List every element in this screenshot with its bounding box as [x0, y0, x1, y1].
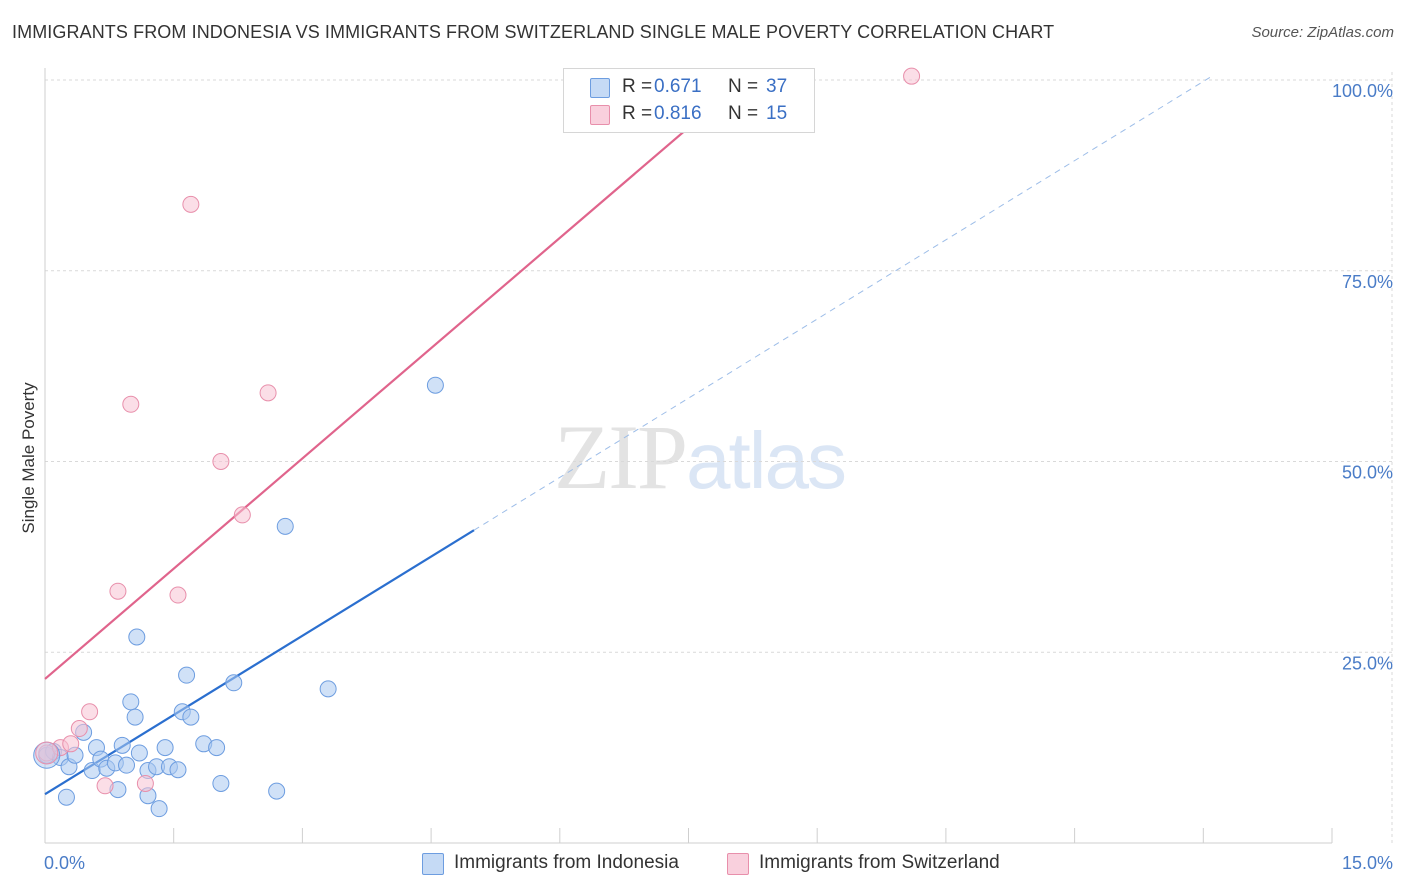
indonesia-point-13: [122, 693, 140, 711]
y-axis-label: Single Male Poverty: [19, 382, 38, 534]
label-layer: 25.0% 50.0% 75.0% 100.0% 0.0% 15.0% Single Mal…: [19, 81, 1393, 873]
switzerland-point-14: [62, 735, 80, 753]
indonesia-point-27: [208, 739, 226, 757]
indonesia-legend-label: Immigrants from Indonesia: [454, 852, 679, 873]
switzerland-swatch: [590, 105, 610, 125]
indonesia-point-33: [319, 680, 337, 698]
legend-r-value-indonesia: 0.671: [654, 76, 702, 97]
y-tick-label-100: 100.0%: [1332, 81, 1393, 101]
legend-n-value-indonesia: 37: [766, 76, 788, 97]
x-tick-label-15: 15.0%: [1342, 853, 1393, 873]
switzerland-cluster-point: [35, 741, 59, 765]
watermark: ZIPatlas: [554, 404, 847, 510]
watermark-atlas: atlas: [686, 416, 847, 505]
switzerland-point-2: [70, 720, 88, 738]
legend-r-value-switzerland: 0.816: [654, 103, 702, 124]
indonesia-point-34: [426, 376, 444, 394]
switzerland-point-9: [182, 195, 200, 213]
switzerland-legend-swatch: [727, 853, 749, 875]
indonesia-point-24: [178, 666, 196, 684]
switzerland-point-8: [169, 586, 187, 604]
source-credit: Source: ZipAtlas.com: [1251, 24, 1394, 41]
indonesia-point-15: [130, 744, 148, 762]
indonesia-trend-extension: [473, 75, 1213, 531]
correlation-legend: R = 0.671 N = 37 R = 0.816 N = 15: [563, 68, 815, 133]
switzerland-point-6: [122, 395, 140, 413]
indonesia-point-21: [128, 628, 146, 646]
point-layer: [33, 67, 921, 818]
legend-n-label: N =: [728, 103, 759, 124]
indonesia-point-31: [268, 782, 286, 800]
switzerland-point-10: [212, 453, 230, 470]
switzerland-point-11: [233, 506, 251, 524]
legend-r-label: R =: [622, 103, 653, 124]
chart-title: IMMIGRANTS FROM INDONESIA VS IMMIGRANTS …: [12, 22, 1055, 42]
switzerland-point-3: [81, 703, 99, 721]
indonesia-point-20: [150, 800, 168, 818]
switzerland-legend-label: Immigrants from Switzerland: [759, 852, 1000, 873]
switzerland-trend-line: [44, 75, 750, 680]
indonesia-point-14: [126, 708, 144, 726]
watermark-zip: ZIP: [554, 406, 688, 508]
y-tick-label-25: 25.0%: [1342, 653, 1393, 673]
switzerland-point-7: [136, 774, 154, 792]
axis-layer: [44, 68, 1333, 844]
indonesia-trend-line: [44, 529, 475, 796]
grid-layer: [45, 72, 1393, 843]
switzerland-point-5: [109, 582, 127, 600]
x-tick-label-0: 0.0%: [44, 853, 85, 873]
legend-n-label: N =: [728, 76, 759, 97]
legend-r-label: R =: [622, 76, 653, 97]
indonesia-point-35: [57, 788, 75, 806]
switzerland-point-4: [96, 777, 114, 795]
indonesia-point-11: [113, 736, 131, 754]
indonesia-point-32: [276, 517, 294, 535]
legend-n-value-switzerland: 15: [766, 103, 788, 124]
indonesia-point-28: [212, 774, 230, 792]
indonesia-point-22: [169, 761, 187, 779]
indonesia-point-25: [182, 708, 200, 726]
indonesia-point-29: [225, 674, 243, 692]
trend-layer: [44, 75, 1213, 796]
switzerland-point-12: [259, 384, 277, 402]
indonesia-point-18: [156, 739, 174, 757]
y-tick-label-50: 50.0%: [1342, 463, 1393, 483]
switzerland-point-13: [903, 67, 921, 85]
indonesia-legend-swatch: [422, 853, 444, 875]
indonesia-swatch: [590, 78, 610, 98]
indonesia-point-36: [118, 756, 136, 774]
y-tick-label-75: 75.0%: [1342, 272, 1393, 292]
